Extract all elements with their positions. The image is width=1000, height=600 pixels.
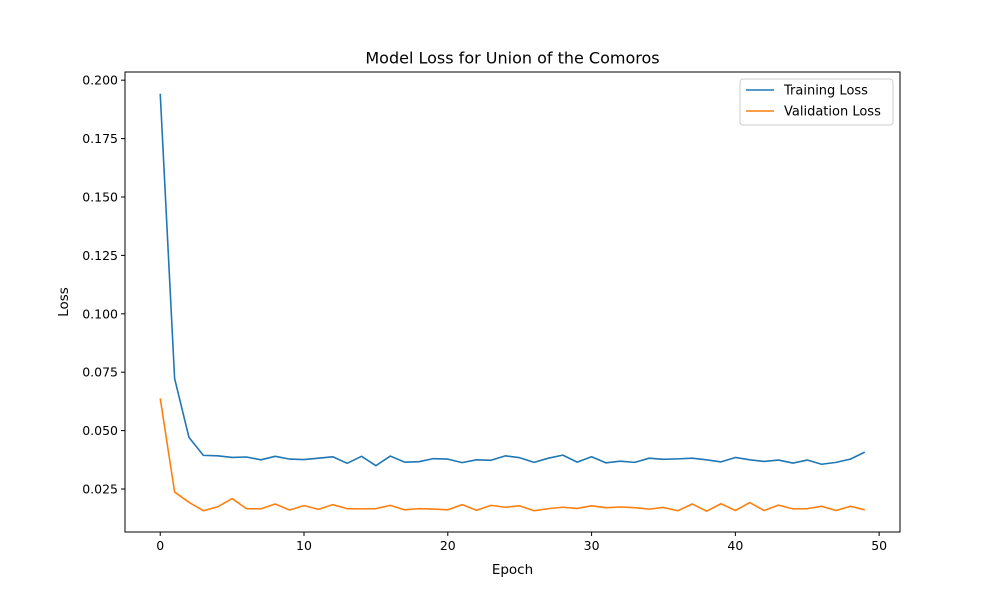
plot-frame (124, 71, 901, 533)
legend-label: Validation Loss (784, 105, 881, 120)
y-tick-label: 0.100 (82, 306, 118, 321)
series-line-validation-loss (159, 398, 865, 513)
legend: Training Loss Validation Loss (739, 78, 894, 126)
x-axis: 0 10 20 30 40 50 (156, 532, 887, 553)
series-line-training-loss (159, 93, 866, 467)
x-tick-label: 50 (871, 538, 887, 553)
x-axis-title: Epoch (492, 562, 533, 578)
y-tick-label: 0.025 (82, 482, 118, 497)
y-axis-title: Loss (56, 287, 72, 317)
chart-title: Model Loss for Union of the Comoros (365, 49, 659, 68)
y-tick-label: 0.125 (82, 248, 118, 263)
x-tick-label: 20 (440, 538, 456, 553)
x-tick-label: 0 (156, 538, 164, 553)
y-axis: 0.025 0.050 0.075 0.100 0.125 0.150 0.175 0.200 (82, 73, 125, 497)
plot-area (159, 93, 866, 513)
legend-label: Training Loss (783, 84, 868, 99)
legend-box (739, 78, 894, 126)
y-tick-label: 0.050 (82, 423, 118, 438)
y-tick-label: 0.075 (82, 365, 118, 380)
x-tick-label: 30 (584, 538, 600, 553)
y-tick-label: 0.150 (82, 189, 118, 204)
y-tick-label: 0.200 (82, 73, 118, 88)
x-tick-label: 10 (296, 538, 312, 553)
y-tick-label: 0.175 (82, 131, 118, 146)
x-tick-label: 40 (727, 538, 743, 553)
